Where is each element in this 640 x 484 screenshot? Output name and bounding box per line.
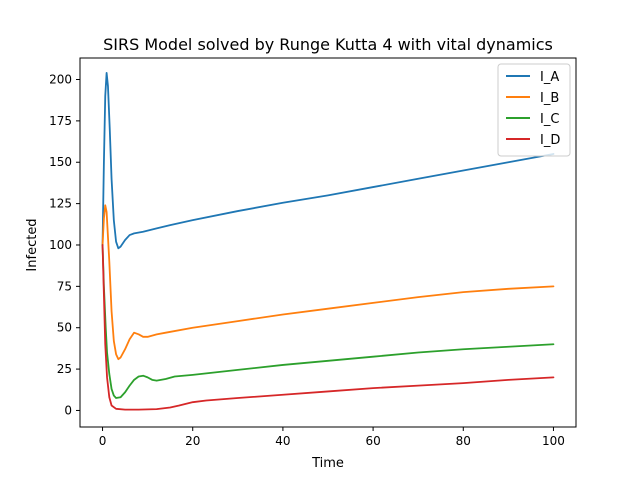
x-tick-label: 60 xyxy=(365,434,380,448)
series-line-i-c xyxy=(101,244,555,399)
series-line-i-d xyxy=(101,244,555,411)
x-tick-label: 0 xyxy=(99,434,107,448)
legend: I_A I_B I_C I_D xyxy=(497,63,571,157)
legend-label: I_A xyxy=(540,70,559,85)
y-tick-label: 50 xyxy=(57,321,72,335)
legend-box xyxy=(497,63,571,157)
x-tick-label: 20 xyxy=(185,434,200,448)
y-tick-label: 100 xyxy=(49,238,72,252)
series-line-i-a xyxy=(101,71,555,250)
x-tick-label: 40 xyxy=(275,434,290,448)
y-tick-label: 0 xyxy=(64,403,72,417)
y-tick-label: 125 xyxy=(49,197,72,211)
legend-label: I_D xyxy=(540,133,560,148)
legend-label: I_C xyxy=(540,112,559,127)
y-tick-label: 175 xyxy=(49,114,72,128)
y-tick-label: 150 xyxy=(49,155,72,169)
legend-label: I_B xyxy=(540,91,559,106)
x-tick-label: 80 xyxy=(456,434,471,448)
x-tick-label: 100 xyxy=(542,434,565,448)
series-line-i-b xyxy=(101,204,555,361)
y-tick-label: 25 xyxy=(57,362,72,376)
ticks-layer: 0 20 40 60 80 100 0 25 50 75 100 125 150 175 200 xyxy=(49,73,565,448)
y-axis-label: Infected xyxy=(25,218,40,271)
x-axis-label: Time xyxy=(311,456,344,471)
y-tick-label: 75 xyxy=(57,279,72,293)
y-tick-label: 200 xyxy=(49,73,72,87)
axes-frame xyxy=(79,57,577,428)
series-layer xyxy=(101,71,555,411)
chart-title: SIRS Model solved by Runge Kutta 4 with … xyxy=(103,35,553,54)
